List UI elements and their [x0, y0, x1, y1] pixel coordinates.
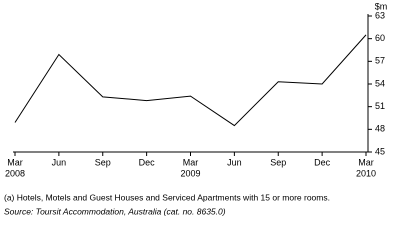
x-year-label: 2008	[5, 168, 25, 178]
footnote: (a) Hotels, Motels and Guest Houses and …	[4, 192, 330, 202]
y-tick-label: 48	[375, 124, 385, 134]
x-year-label: 2009	[180, 168, 200, 178]
x-tick-label: Mar	[183, 157, 199, 167]
line	[14, 34, 367, 127]
chart: $m (a) Hotels, Motels and Guest Houses a…	[4, 1, 388, 216]
y-unit: $m	[375, 1, 388, 11]
x-tick-label: Jun	[52, 157, 67, 167]
x-tick-label: Dec	[314, 157, 331, 167]
y-tick-label: 45	[375, 146, 385, 156]
source: Source: Toursit Accommodation, Australia…	[4, 206, 226, 216]
x-tick-label: Mar	[358, 157, 374, 167]
y-tick-label: 51	[375, 101, 385, 111]
y-tick-label: 54	[375, 78, 385, 88]
x-tick-label: Sep	[270, 157, 286, 167]
x-tick-label: Dec	[139, 157, 156, 167]
x-tick-label: Jun	[227, 157, 242, 167]
y-tick-label: 57	[375, 56, 385, 66]
x-tick-label: Sep	[95, 157, 111, 167]
x-tick-label: Mar	[7, 157, 23, 167]
y-tick-label: 60	[375, 33, 385, 43]
x-year-label: 2010	[356, 168, 376, 178]
y-tick-label: 63	[375, 10, 385, 20]
